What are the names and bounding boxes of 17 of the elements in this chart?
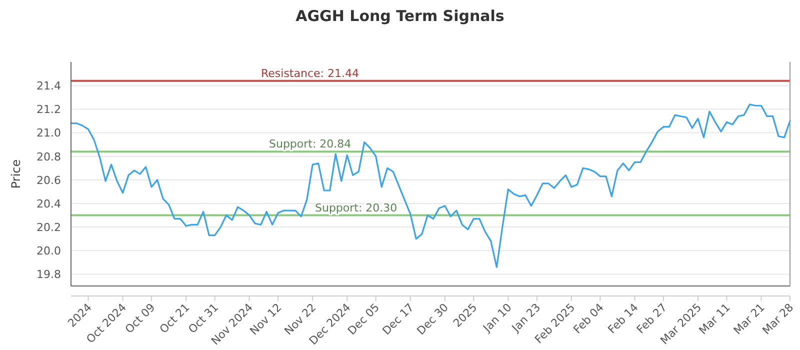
x-tick-label: Dec 30 bbox=[414, 300, 451, 338]
y-tick-label: 20.0 bbox=[36, 244, 61, 258]
y-axis-title: Price bbox=[9, 159, 23, 189]
ref-line-label: Support: 20.30 bbox=[315, 201, 398, 214]
y-tick-label: 20.2 bbox=[36, 221, 61, 234]
y-tick-label: 21.2 bbox=[36, 103, 61, 116]
y-tick-label: 21.4 bbox=[36, 80, 61, 93]
ref-line-label: Resistance: 21.44 bbox=[261, 66, 359, 80]
y-tick-label: 20.6 bbox=[36, 174, 61, 187]
line-series bbox=[70, 104, 791, 268]
y-tick-label: 20.4 bbox=[36, 197, 61, 210]
ref-line-label: Support: 20.84 bbox=[269, 138, 352, 151]
y-tick-label: 21.0 bbox=[36, 126, 61, 140]
chart-title: AGGH Long Term Signals bbox=[296, 7, 504, 25]
y-tick-label: 19.8 bbox=[36, 268, 61, 282]
y-tick-label: 20.8 bbox=[36, 150, 61, 164]
x-tick-label: Dec 17 bbox=[380, 300, 416, 338]
